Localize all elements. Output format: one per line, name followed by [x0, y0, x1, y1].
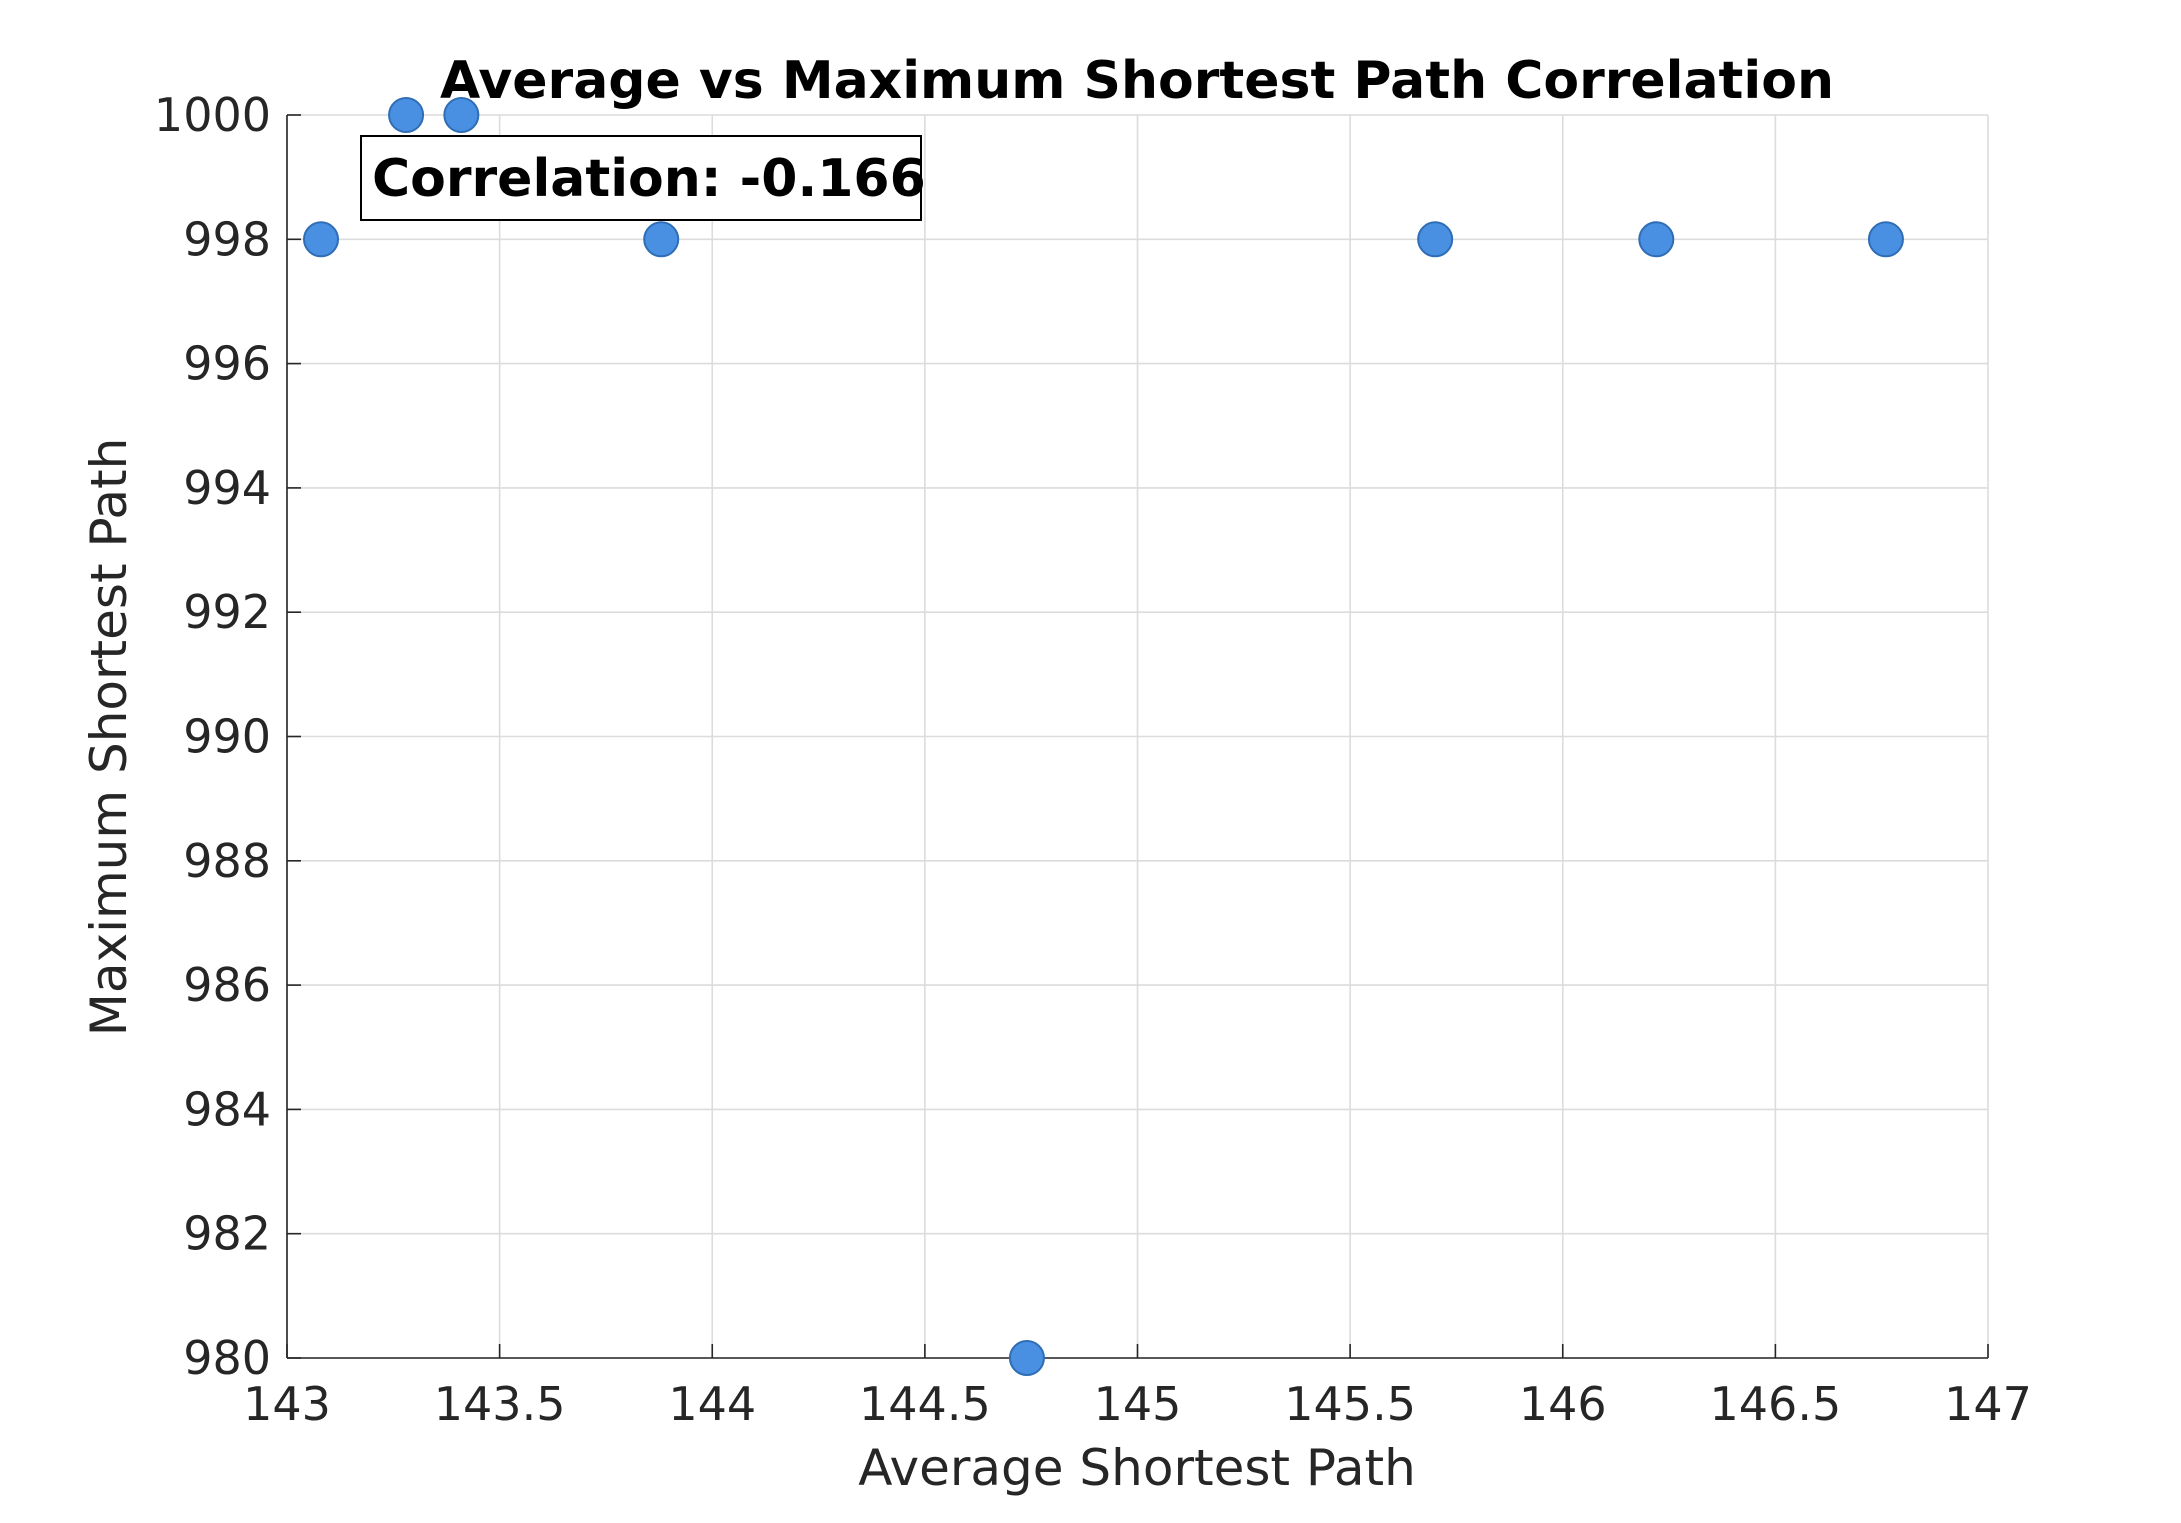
- x-tick-label: 147: [1944, 1377, 2032, 1431]
- correlation-annotation: Correlation: -0.166: [360, 135, 926, 221]
- scatter-point: [1638, 221, 1675, 258]
- x-tick-label: 144: [668, 1377, 756, 1431]
- scatter-point: [303, 221, 340, 258]
- y-tick-label: 982: [183, 1207, 271, 1261]
- y-tick-label: 990: [183, 710, 271, 764]
- x-tick-label: 145: [1094, 1377, 1182, 1431]
- scatter-point: [1008, 1340, 1045, 1376]
- x-tick-label: 146.5: [1710, 1377, 1842, 1431]
- y-tick-label: 1000: [154, 88, 271, 142]
- y-tick-label: 992: [183, 585, 271, 639]
- data-points: [303, 97, 1904, 1376]
- grid: [286, 114, 1989, 1359]
- scatter-point: [1417, 221, 1454, 258]
- y-tick-label: 988: [183, 834, 271, 888]
- annotation-text: Correlation: -0.166: [372, 149, 926, 209]
- y-tick-label: 984: [183, 1082, 271, 1136]
- x-axis-title: Average Shortest Path: [858, 1439, 1416, 1497]
- scatter-point: [388, 97, 425, 133]
- y-axis-title: Maximum Shortest Path: [80, 438, 138, 1037]
- scatter-point: [443, 97, 480, 133]
- y-tick-label: 998: [183, 212, 271, 266]
- y-tick-label: 996: [183, 337, 271, 391]
- scatter-point: [643, 221, 680, 258]
- y-tick-label: 994: [183, 461, 271, 515]
- x-tick-label: 145.5: [1284, 1377, 1416, 1431]
- tick-labels: 143 143.5 144 144.5 145 145.5 146 146.5 147 980 98…: [154, 88, 2032, 1431]
- x-tick-label: 143: [243, 1377, 331, 1431]
- chart-title: Average vs Maximum Shortest Path Correla…: [440, 51, 1834, 111]
- x-tick-label: 146: [1519, 1377, 1607, 1431]
- x-tick-label: 143.5: [434, 1377, 566, 1431]
- y-tick-label: 986: [183, 958, 271, 1012]
- annotation-box: [360, 135, 922, 221]
- scatter-point: [1867, 221, 1904, 258]
- axes: [286, 114, 1989, 1359]
- x-tick-label: 144.5: [859, 1377, 991, 1431]
- y-tick-label: 980: [183, 1331, 271, 1385]
